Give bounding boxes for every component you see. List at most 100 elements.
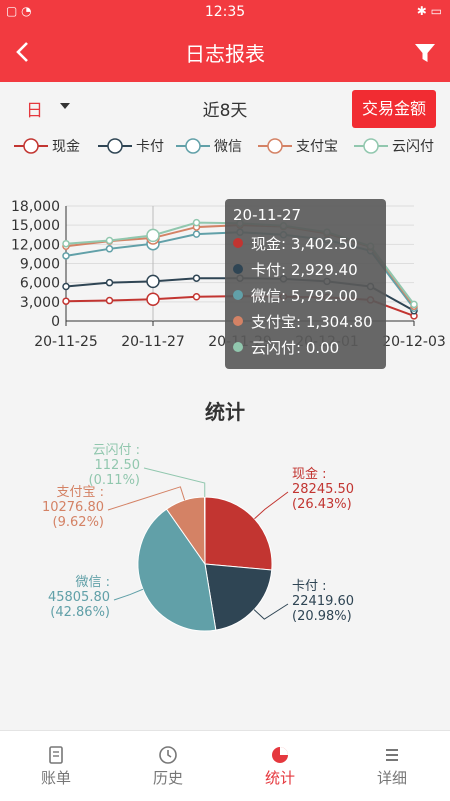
data-point[interactable] [147,293,159,305]
status-time: 12:35 [0,4,450,20]
data-point[interactable] [107,298,113,304]
tab-label: 历史 [112,767,224,788]
tooltip-date: 20-11-27 [233,206,301,224]
y-tick-label: 0 [51,314,60,330]
tab-label: 账单 [0,767,112,788]
trade-amount-button[interactable]: 交易金额 [352,90,436,128]
pie-label-line: (9.62%) [53,515,104,530]
data-point[interactable] [194,294,200,300]
legend-marker-icon [14,137,48,155]
pie-label-line: 112.50 [95,458,141,473]
pie-label-line: (0.11%) [89,473,140,488]
pie-chart-title: 统计 [0,396,450,425]
battery-icon: ✱ ▭ [417,4,442,18]
tab-details[interactable]: 详细 [336,731,448,801]
series-dot-icon [233,238,243,248]
pie-label-line: 云闪付 : [92,443,140,458]
data-point[interactable] [63,284,69,290]
series-dot-icon [233,342,243,352]
pie-chart[interactable]: 现金 :28245.50(26.43%) 卡付 :22419.60(20.98%)… [0,440,450,640]
legend-item-card[interactable]: 卡付 [98,134,164,158]
tab-history[interactable]: 历史 [112,731,224,801]
legend-label: 现金 [52,136,80,156]
tab-label: 统计 [224,767,336,788]
legend-marker-icon [176,137,210,155]
tooltip-value: 云闪付: 0.00 [251,337,339,358]
tooltip-value: 微信: 5,792.00 [251,285,358,306]
pie-label-line: (20.98%) [292,609,352,624]
list-icon [382,745,402,765]
data-point[interactable] [147,275,159,287]
clock-icon [158,745,178,765]
data-point[interactable] [194,220,200,226]
data-point[interactable] [107,280,113,286]
y-tick-label: 12,000 [11,237,60,253]
x-tick-label: 20-11-25 [34,334,98,350]
legend-label: 微信 [214,136,242,156]
pie-label-line: 45805.80 [48,590,110,605]
legend-marker-icon [98,137,132,155]
tooltip-row: 云闪付: 0.00 [233,336,339,358]
pie-slice[interactable] [205,497,272,570]
legend-marker-icon [354,137,388,155]
pie-label: 微信 :45805.80(42.86%) [48,575,110,620]
pie-label: 现金 :28245.50(26.43%) [292,466,354,512]
tooltip-row: 支付宝: 1,304.80 [233,310,373,332]
data-point[interactable] [147,229,159,241]
data-point[interactable] [63,241,69,247]
pie-label-line: (26.43%) [292,497,352,512]
legend-item-cash[interactable]: 现金 [14,134,80,158]
tooltip-row: 微信: 5,792.00 [233,284,358,306]
data-point[interactable] [63,298,69,304]
series-dot-icon [233,290,243,300]
status-bar: ▢ ◔ 12:35 ✱ ▭ [0,0,450,24]
data-point[interactable] [411,301,417,307]
y-tick-label: 9,000 [20,257,60,273]
pie-label-line: 28245.50 [292,482,354,497]
filter-icon[interactable] [414,42,436,64]
data-point[interactable] [194,275,200,281]
legend-marker-icon [258,137,292,155]
x-tick-label: 20-11-27 [121,334,185,350]
tooltip-row: 卡付: 2,929.40 [233,258,358,280]
legend-label: 卡付 [136,136,164,156]
data-point[interactable] [63,253,69,259]
pie-slice[interactable] [205,564,272,630]
legend-item-wechat[interactable]: 微信 [176,134,242,158]
bottom-nav: 账单 历史 统计 详细 [0,730,450,801]
tab-statistics[interactable]: 统计 [224,731,336,801]
tooltip-value: 现金: 3,402.50 [251,233,358,254]
data-point[interactable] [107,246,113,252]
pie-label-line: 现金 : [292,466,327,482]
tooltip-value: 卡付: 2,929.40 [251,259,358,280]
label-leader-line [254,492,288,519]
data-point[interactable] [107,238,113,244]
chart-legend: 现金 卡付 微信 支付宝 云闪付 [0,134,450,160]
legend-label: 云闪付 [392,136,434,156]
pie-label-line: (42.86%) [50,605,110,620]
legend-label: 支付宝 [296,136,338,156]
pie-chart-icon [270,745,290,765]
pie-label-line: 22419.60 [292,594,354,609]
y-tick-label: 18,000 [11,199,60,215]
data-point[interactable] [194,231,200,237]
tab-bills[interactable]: 账单 [0,731,112,801]
page-title: 日志报表 [0,38,450,67]
label-leader-line [114,589,143,600]
series-dot-icon [233,264,243,274]
tab-label: 详细 [336,767,448,788]
chart-tooltip: 20-11-27 现金: 3,402.50 卡付: 2,929.40 微信: 5… [225,199,386,369]
pie-label-line: 10276.80 [42,500,104,515]
legend-item-alipay[interactable]: 支付宝 [258,134,338,158]
legend-item-unionpay[interactable]: 云闪付 [354,134,434,158]
report-controls: 日 近8天 交易金额 [0,82,450,134]
pie-label-line: 微信 : [75,575,110,590]
series-dot-icon [233,316,243,326]
pie-label: 卡付 :22419.60(20.98%) [292,579,354,624]
tooltip-value: 支付宝: 1,304.80 [251,311,373,332]
pie-label-line: 卡付 : [292,579,327,594]
label-leader-line [144,468,205,497]
label-leader-line [254,604,288,619]
y-tick-label: 15,000 [11,218,60,234]
receipt-icon [46,745,66,765]
